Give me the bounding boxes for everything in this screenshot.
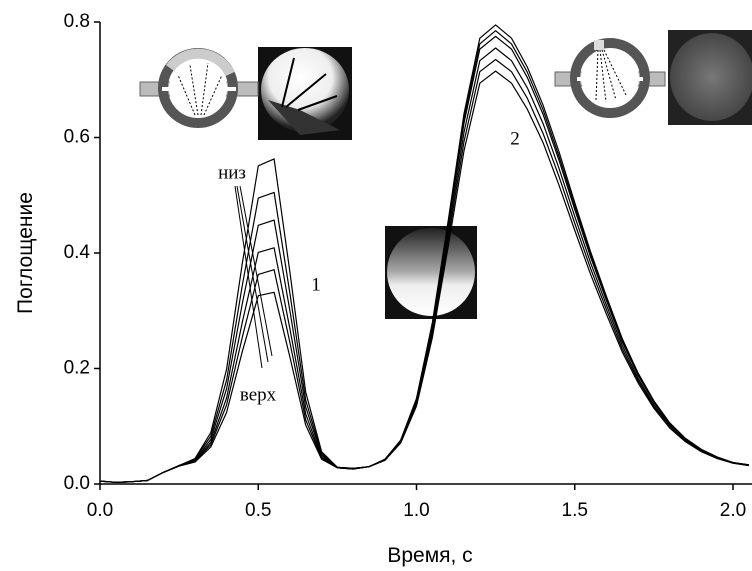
annotation: низ [218,162,246,183]
x-tick-label: 1.5 [562,500,588,521]
data-line [99,70,749,483]
y-tick-label: 0.6 [64,127,90,148]
annotation-leaders [234,185,273,369]
ring-diagram [139,48,259,128]
inset-image [387,228,475,316]
annotation: 1 [311,274,321,295]
y-axis-title: Поглощение [14,192,37,314]
x-tick-label: 2.0 [720,500,746,521]
y-tick-label: 0.2 [64,358,90,379]
insets [139,30,752,319]
inset-image [670,33,752,121]
ring-diagram [554,38,666,118]
data-line [99,35,749,483]
x-axis-title: Время, с [387,544,472,567]
data-line [99,58,749,483]
x-tick-label: 1.0 [403,500,429,521]
inset-arrows [281,57,338,111]
plot-area [99,24,749,483]
x-tick-label: 0.5 [245,500,271,521]
y-tick-label: 0.8 [64,11,90,32]
inset-shadow [268,100,340,135]
x-tick-label: 0.0 [87,500,113,521]
data-line [99,47,749,483]
annotation: 2 [510,128,520,149]
annotation: верх [240,384,277,405]
y-tick-label: 0.0 [64,473,90,494]
y-tick-label: 0.4 [64,242,91,263]
